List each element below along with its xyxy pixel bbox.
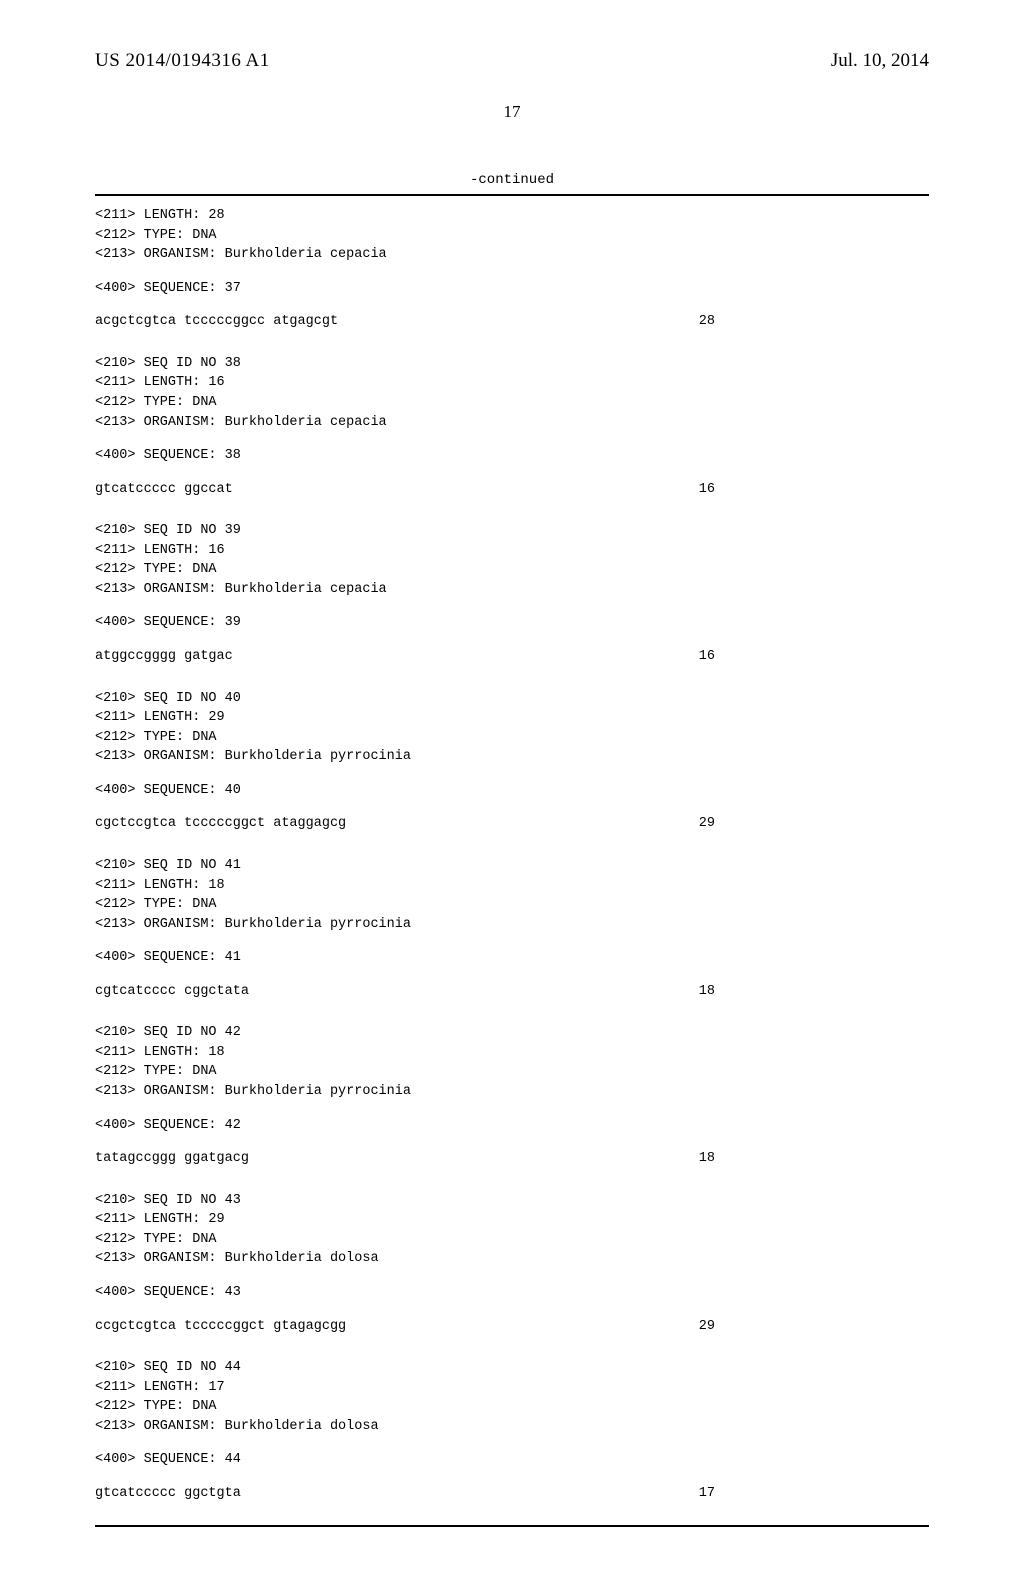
sequence-label: <400> SEQUENCE: 44 bbox=[95, 1450, 929, 1470]
sequence-text: acgctcgtca tcccccggcc atgagcgt bbox=[95, 312, 338, 332]
sequence-text: cgctccgtca tcccccggct ataggagcg bbox=[95, 814, 346, 834]
sequence-text: atggccgggg gatgac bbox=[95, 647, 233, 667]
sequence-header: <210> SEQ ID NO 41 <211> LENGTH: 18 <212… bbox=[95, 856, 929, 934]
sequence-row: gtcatccccc ggctgta 17 bbox=[95, 1484, 715, 1504]
sequence-listing: <211> LENGTH: 28 <212> TYPE: DNA <213> O… bbox=[95, 206, 929, 1503]
sequence-label: <400> SEQUENCE: 38 bbox=[95, 446, 929, 466]
sequence-label: <400> SEQUENCE: 37 bbox=[95, 279, 929, 299]
sequence-block: <210> SEQ ID NO 42 <211> LENGTH: 18 <212… bbox=[95, 1023, 929, 1168]
sequence-length-end: 17 bbox=[699, 1484, 715, 1504]
sequence-row: atggccgggg gatgac 16 bbox=[95, 647, 715, 667]
page-container: US 2014/0194316 A1 Jul. 10, 2014 17 -con… bbox=[0, 0, 1024, 1587]
sequence-block: <210> SEQ ID NO 41 <211> LENGTH: 18 <212… bbox=[95, 856, 929, 1001]
sequence-block: <210> SEQ ID NO 38 <211> LENGTH: 16 <212… bbox=[95, 354, 929, 499]
publication-number: US 2014/0194316 A1 bbox=[95, 50, 270, 72]
sequence-row: cgtcatcccc cggctata 18 bbox=[95, 982, 715, 1002]
sequence-header: <210> SEQ ID NO 40 <211> LENGTH: 29 <212… bbox=[95, 689, 929, 767]
sequence-label: <400> SEQUENCE: 43 bbox=[95, 1283, 929, 1303]
sequence-header: <210> SEQ ID NO 43 <211> LENGTH: 29 <212… bbox=[95, 1191, 929, 1269]
publication-date: Jul. 10, 2014 bbox=[831, 50, 929, 72]
sequence-text: gtcatccccc ggctgta bbox=[95, 1484, 241, 1504]
sequence-label: <400> SEQUENCE: 42 bbox=[95, 1116, 929, 1136]
sequence-header: <210> SEQ ID NO 38 <211> LENGTH: 16 <212… bbox=[95, 354, 929, 432]
sequence-length-end: 28 bbox=[699, 312, 715, 332]
sequence-label: <400> SEQUENCE: 41 bbox=[95, 948, 929, 968]
sequence-row: acgctcgtca tcccccggcc atgagcgt 28 bbox=[95, 312, 715, 332]
sequence-label: <400> SEQUENCE: 39 bbox=[95, 613, 929, 633]
sequence-row: tatagccggg ggatgacg 18 bbox=[95, 1149, 715, 1169]
rule-bottom bbox=[95, 1525, 929, 1527]
sequence-length-end: 29 bbox=[699, 1317, 715, 1337]
sequence-header: <211> LENGTH: 28 <212> TYPE: DNA <213> O… bbox=[95, 206, 929, 265]
sequence-block: <211> LENGTH: 28 <212> TYPE: DNA <213> O… bbox=[95, 206, 929, 332]
sequence-length-end: 29 bbox=[699, 814, 715, 834]
sequence-block: <210> SEQ ID NO 43 <211> LENGTH: 29 <212… bbox=[95, 1191, 929, 1336]
sequence-length-end: 18 bbox=[699, 982, 715, 1002]
sequence-header: <210> SEQ ID NO 42 <211> LENGTH: 18 <212… bbox=[95, 1023, 929, 1101]
sequence-block: <210> SEQ ID NO 40 <211> LENGTH: 29 <212… bbox=[95, 689, 929, 834]
sequence-text: tatagccggg ggatgacg bbox=[95, 1149, 249, 1169]
rule-top bbox=[95, 194, 929, 196]
sequence-header: <210> SEQ ID NO 44 <211> LENGTH: 17 <212… bbox=[95, 1358, 929, 1436]
sequence-length-end: 18 bbox=[699, 1149, 715, 1169]
sequence-row: gtcatccccc ggccat 16 bbox=[95, 480, 715, 500]
sequence-length-end: 16 bbox=[699, 647, 715, 667]
continued-label: -continued bbox=[95, 172, 929, 188]
sequence-header: <210> SEQ ID NO 39 <211> LENGTH: 16 <212… bbox=[95, 521, 929, 599]
page-header: US 2014/0194316 A1 Jul. 10, 2014 bbox=[95, 50, 929, 72]
sequence-block: <210> SEQ ID NO 44 <211> LENGTH: 17 <212… bbox=[95, 1358, 929, 1503]
sequence-text: ccgctcgtca tcccccggct gtagagcgg bbox=[95, 1317, 346, 1337]
sequence-row: cgctccgtca tcccccggct ataggagcg 29 bbox=[95, 814, 715, 834]
sequence-block: <210> SEQ ID NO 39 <211> LENGTH: 16 <212… bbox=[95, 521, 929, 666]
page-number: 17 bbox=[95, 102, 929, 122]
sequence-text: cgtcatcccc cggctata bbox=[95, 982, 249, 1002]
sequence-text: gtcatccccc ggccat bbox=[95, 480, 233, 500]
sequence-length-end: 16 bbox=[699, 480, 715, 500]
sequence-label: <400> SEQUENCE: 40 bbox=[95, 781, 929, 801]
sequence-row: ccgctcgtca tcccccggct gtagagcgg 29 bbox=[95, 1317, 715, 1337]
